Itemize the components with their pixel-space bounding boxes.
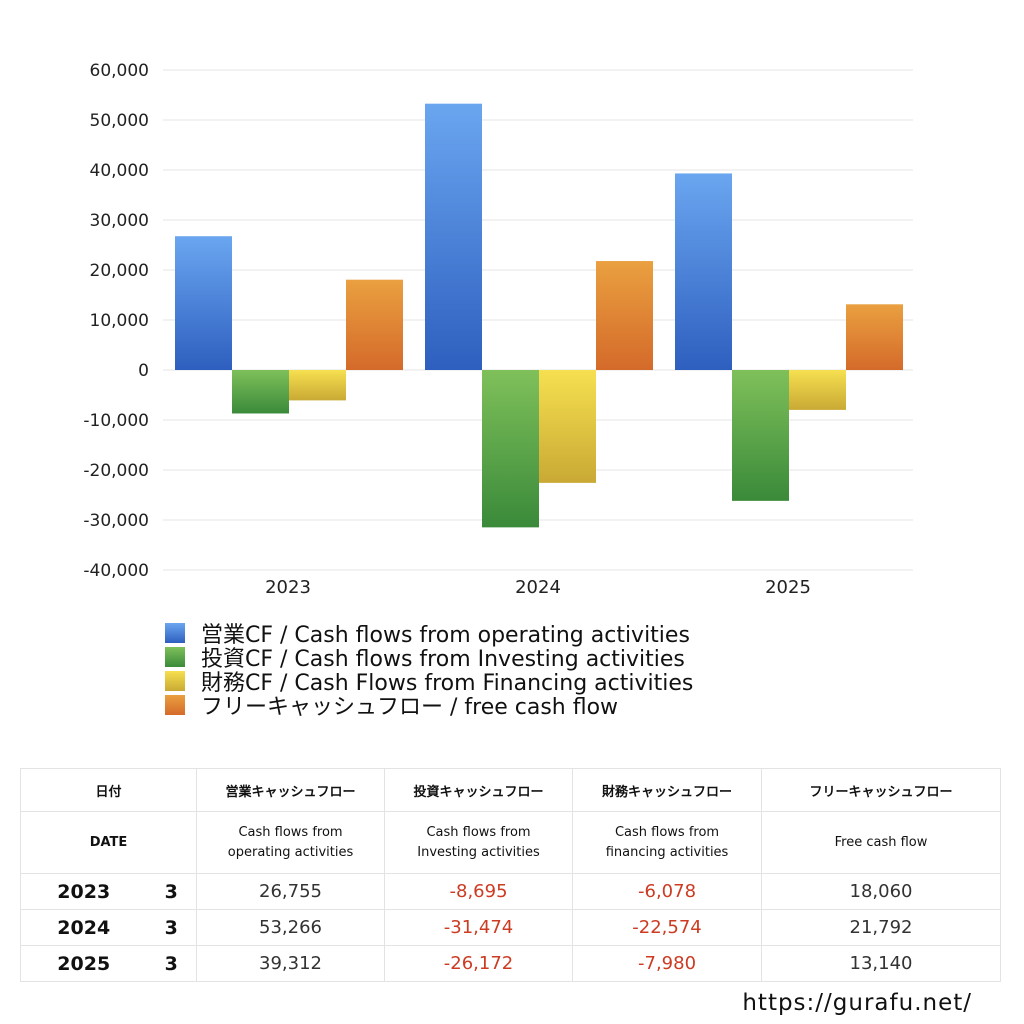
header-financing-jp: 財務キャッシュフロー [572,768,763,812]
row-operating: 26,755 [196,873,386,910]
header-financing-en-line2: financing activities [605,844,729,860]
chart-bars [175,103,903,528]
header-investing-en-line1: Cash flows from [426,824,531,840]
y-tick-label: 30,000 [90,211,149,231]
table-header-jp: 日付 営業キャッシュフロー 投資キャッシュフロー 財務キャッシュフロー フリーキ… [19,768,1002,812]
header-investing-jp: 投資キャッシュフロー [384,768,574,812]
row-investing: -26,172 [384,945,574,982]
y-tick-label: 50,000 [90,111,149,131]
row-investing: -31,474 [384,909,574,946]
legend-swatch-financing [165,671,185,691]
y-tick-label: -30,000 [83,511,149,531]
row-free: 13,140 [761,945,1002,982]
legend-swatch-operating [165,623,185,643]
row-month: 3 [146,945,198,982]
table-row: 2025 3 39,312 -26,172 -7,980 13,140 [20,945,1002,982]
bar-investing-2023 [232,370,289,414]
table-row: 2023 3 26,755 -8,695 -6,078 18,060 [20,873,1002,910]
header-free-en-line1: Free cash flow [834,834,928,850]
cash-flow-table: 日付 営業キャッシュフロー 投資キャッシュフロー 財務キャッシュフロー フリーキ… [19,768,1002,982]
bar-financing-2025 [789,370,846,410]
y-tick-label: -40,000 [83,561,149,581]
bar-operating-2023 [175,236,232,370]
row-free: 18,060 [761,873,1002,910]
bar-free-2025 [846,304,903,370]
table-row: 2024 3 53,266 -31,474 -22,574 21,792 [20,909,1002,946]
header-free-en: Free cash flow [761,811,1002,874]
y-tick-label: 10,000 [90,311,149,331]
legend-item-operating: 営業CF / Cash flows from operating activit… [165,621,693,648]
x-axis: 2023 2024 2025 [265,577,811,598]
row-year: 2023 [20,873,147,910]
legend-swatch-investing [165,647,185,667]
bar-investing-2024 [482,370,539,528]
legend-item-investing: 投資CF / Cash flows from Investing activit… [165,645,693,672]
y-axis: 60,000 50,000 40,000 30,000 20,000 10,000 0 -10… [83,61,149,581]
legend-item-free: フリーキャッシュフロー / free cash flow [165,693,693,720]
row-free: 21,792 [761,909,1002,946]
x-tick-label: 2025 [765,577,811,598]
row-year: 2025 [20,945,147,982]
row-financing: -22,574 [572,909,763,946]
header-operating-en-line2: operating activities [227,844,354,860]
row-financing: -6,078 [572,873,763,910]
x-tick-label: 2024 [515,577,561,598]
header-operating-en: Cash flows from operating activities [196,811,386,874]
bar-financing-2024 [539,370,596,483]
legend-label-investing: 投資CF / Cash flows from Investing activit… [201,647,685,672]
legend-label-free: フリーキャッシュフロー / free cash flow [201,695,619,720]
site-url-link[interactable]: https://gurafu.net/ [742,990,972,1016]
y-tick-label: 20,000 [90,261,149,281]
row-month: 3 [146,873,198,910]
legend-swatch-free [165,695,185,715]
header-operating-en-line1: Cash flows from [238,824,343,840]
row-year: 2024 [20,909,147,946]
header-financing-en: Cash flows from financing activities [572,811,763,874]
row-operating: 53,266 [196,909,386,946]
header-free-jp: フリーキャッシュフロー [761,768,1002,812]
legend-label-financing: 財務CF / Cash Flows from Financing activit… [201,671,694,696]
table-header-en: DATE Cash flows from operating activitie… [19,811,1002,874]
bar-free-2023 [346,279,403,370]
header-operating-jp: 営業キャッシュフロー [196,768,386,812]
y-tick-label: -20,000 [83,461,149,481]
y-tick-label: 0 [138,361,149,381]
bar-investing-2025 [732,370,789,501]
legend-item-financing: 財務CF / Cash Flows from Financing activit… [165,669,693,696]
bar-operating-2025 [675,173,732,370]
bar-financing-2023 [289,370,346,401]
row-investing: -8,695 [384,873,574,910]
row-operating: 39,312 [196,945,386,982]
cash-flow-bar-chart: 60,000 50,000 40,000 30,000 20,000 10,000 0 -10… [83,61,913,598]
bar-free-2024 [596,261,653,370]
y-tick-label: 40,000 [90,161,149,181]
header-date-jp: 日付 [19,768,198,812]
row-month: 3 [146,909,198,946]
row-financing: -7,980 [572,945,763,982]
legend-label-operating: 営業CF / Cash flows from operating activit… [201,623,690,648]
bar-operating-2024 [425,103,482,371]
header-financing-en-line1: Cash flows from [614,824,720,840]
header-investing-en: Cash flows from Investing activities [384,811,574,874]
header-date-en: DATE [19,811,198,874]
x-tick-label: 2023 [265,577,311,598]
y-tick-label: -10,000 [83,411,149,431]
chart-legend: 営業CF / Cash flows from operating activit… [165,621,693,720]
header-investing-en-line2: Investing activities [417,844,540,860]
y-tick-label: 60,000 [90,61,149,81]
